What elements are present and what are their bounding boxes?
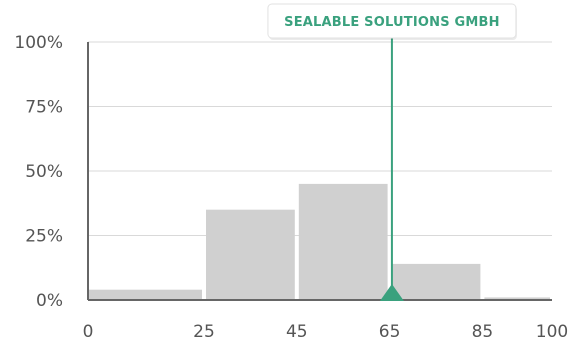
x-tick-label: 25	[193, 322, 215, 342]
axis-layer	[87, 42, 552, 301]
x-tick-label: 85	[472, 322, 494, 342]
marker-label-text: SEALABLE SOLUTIONS GMBH	[284, 15, 500, 30]
histogram-bar	[89, 289, 202, 300]
histogram-bar	[391, 263, 481, 300]
y-tick-label: 0%	[36, 291, 63, 311]
x-tick-label: 65	[379, 322, 401, 342]
x-tick-label: 45	[286, 322, 308, 342]
histogram-bar	[484, 297, 550, 300]
y-tick-label: 50%	[25, 162, 63, 182]
marker-triangle-icon	[379, 284, 404, 301]
histogram-bar	[206, 209, 295, 300]
marker-layer: SEALABLE SOLUTIONS GMBH	[267, 3, 517, 301]
marker-label-box	[267, 3, 517, 39]
x-tick-label: 100	[536, 322, 568, 342]
histogram-bar	[298, 183, 388, 300]
y-tick-label: 25%	[25, 227, 63, 247]
tick-layer: 0% 25% 50% 75% 100% 0 25 45 65 85 100	[14, 33, 568, 342]
y-tick-label: 100%	[14, 33, 63, 53]
x-tick-label: 0	[83, 322, 94, 342]
bar-layer	[89, 183, 550, 300]
y-tick-label: 75%	[25, 98, 63, 118]
